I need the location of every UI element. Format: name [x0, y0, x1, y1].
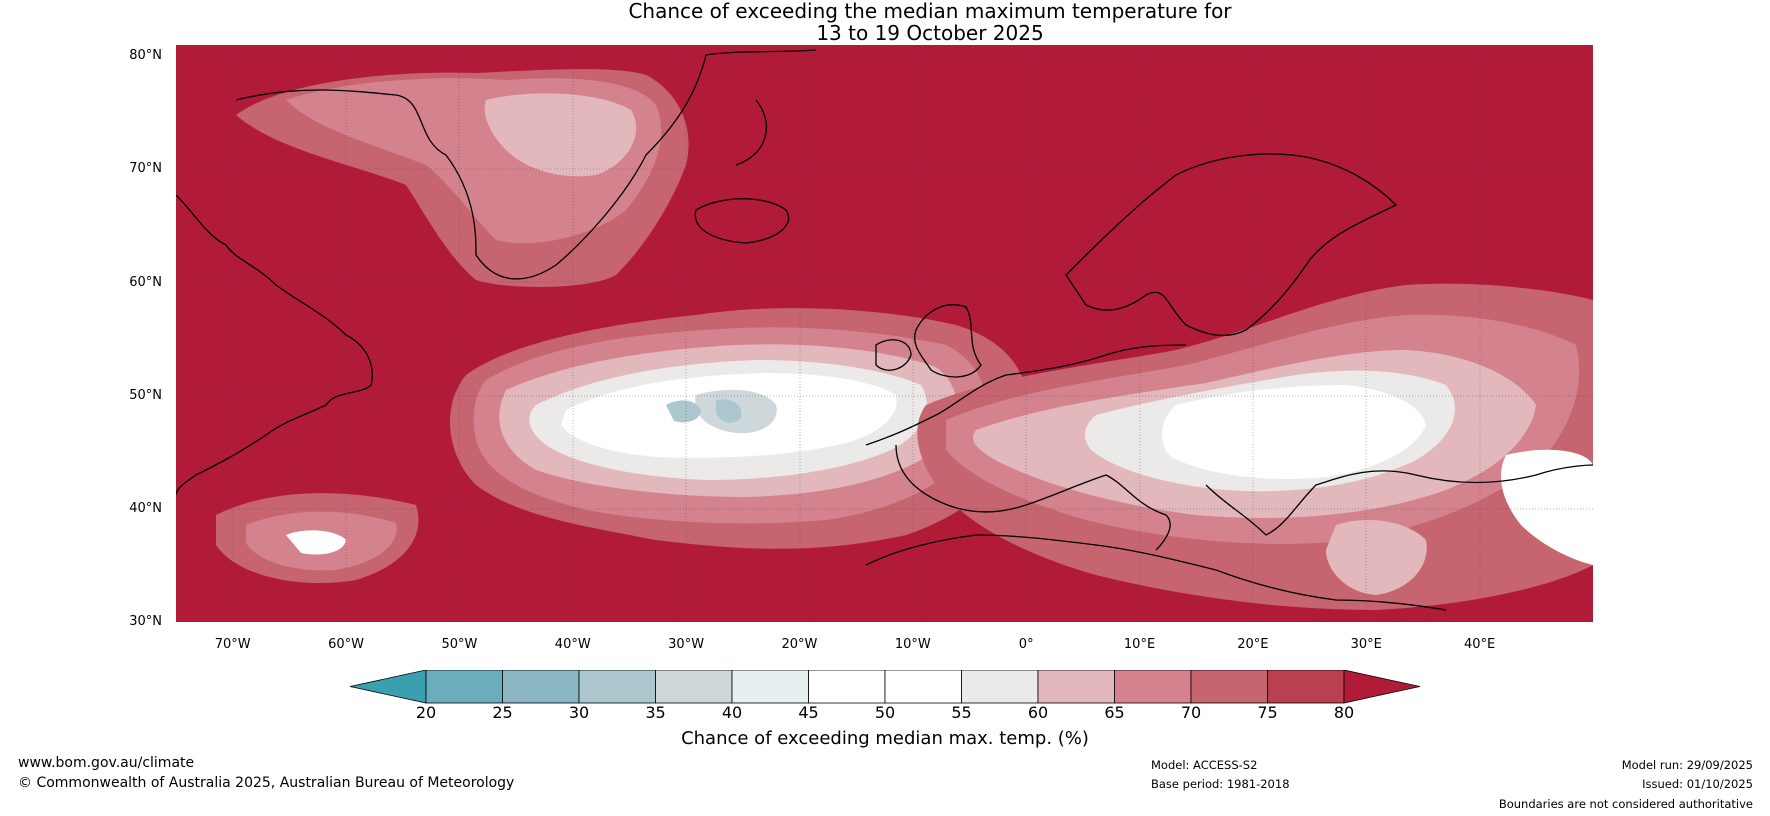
- latitude-label: 70°N: [129, 161, 162, 177]
- coastline-scandinavia: [1065, 153, 1398, 337]
- longitude-label: 30°E: [1350, 637, 1382, 652]
- map-title-line1: Chance of exceeding the median maximum t…: [628, 0, 1232, 23]
- contour-europe-50: [1161, 385, 1426, 479]
- longitude-label: 10°W: [894, 637, 931, 652]
- colorbar-over-triangle: [1343, 670, 1420, 704]
- contour-westatl-50: [286, 530, 346, 555]
- longitude-label: 40°W: [554, 637, 591, 652]
- coastline-north-africa: [865, 534, 1447, 611]
- longitude-label: 70°W: [214, 637, 251, 652]
- colorbar-tick-label: 80: [1333, 703, 1355, 722]
- colorbar-tick-label: 50: [874, 703, 896, 722]
- longitude-label: 20°E: [1237, 637, 1269, 652]
- map-title-line2: 13 to 19 October 2025: [816, 21, 1044, 45]
- coastline-britain: [914, 304, 982, 378]
- footer-copyright: © Commonwealth of Australia 2025, Austra…: [18, 775, 515, 791]
- colorbar-bin: [731, 670, 809, 704]
- colorbar-under-triangle: [350, 670, 427, 704]
- longitude-label: 40°E: [1463, 637, 1496, 652]
- colorbar: [350, 670, 1420, 704]
- colorbar-label: Chance of exceeding median max. temp. (%…: [681, 728, 1089, 749]
- colorbar-tick-label: 25: [492, 703, 513, 722]
- longitude-label: 60°W: [328, 637, 364, 652]
- colorbar-bin: [1267, 670, 1345, 704]
- colorbar-bin: [1190, 670, 1268, 704]
- coastline-iceland: [694, 198, 790, 244]
- colorbar-tick-label: 45: [798, 703, 819, 722]
- footer-website: www.bom.gov.au/climate: [18, 755, 195, 771]
- footer-base-period: Base period: 1981-2018: [1151, 777, 1290, 791]
- graticule: [176, 45, 1593, 622]
- footer-disclaimer: Boundaries are not considered authoritat…: [1498, 797, 1753, 811]
- latitude-label: 60°N: [129, 274, 162, 290]
- latitude-label: 50°N: [129, 387, 162, 403]
- colorbar-tick-label: 65: [1104, 703, 1125, 722]
- colorbar-tick-label: 40: [721, 703, 743, 722]
- latitude-label: 80°N: [129, 48, 162, 64]
- longitude-label: 10°E: [1123, 637, 1156, 652]
- coastline-north-america: [176, 194, 373, 496]
- colorbar-bin: [1114, 670, 1192, 704]
- colorbar-bin: [502, 670, 580, 704]
- contour-caucasus-50: [1501, 449, 1593, 565]
- probability-contours: [216, 69, 1593, 610]
- longitude-label: 0°: [1018, 637, 1034, 652]
- colorbar-bin: [884, 670, 962, 704]
- colorbar-tick-label: 35: [645, 703, 666, 722]
- latitude-label: 40°N: [129, 500, 162, 516]
- longitude-label: 50°W: [441, 637, 478, 652]
- colorbar-tick-label: 70: [1180, 703, 1202, 722]
- colorbar-bin: [961, 670, 1039, 704]
- coastline-ireland: [875, 339, 912, 371]
- forecast-map: [176, 45, 1593, 622]
- colorbar-tick-label: 75: [1257, 703, 1278, 722]
- colorbar-tick-label: 20: [415, 703, 437, 722]
- coastlines: [176, 49, 1593, 611]
- coastline-europe: [865, 344, 1593, 551]
- latitude-label: 30°N: [129, 614, 162, 629]
- colorbar-bin: [1037, 670, 1115, 704]
- colorbar-tick-label: 30: [568, 703, 590, 722]
- colorbar-tick-label: 60: [1027, 703, 1049, 722]
- contour-levant-60: [1326, 520, 1427, 595]
- contour-atlantic-35: [666, 400, 701, 423]
- contour-greenland-60: [484, 93, 637, 177]
- colorbar-bin: [578, 670, 656, 704]
- longitude-label: 20°W: [781, 637, 818, 652]
- footer-model-run: Model run: 29/09/2025: [1621, 758, 1753, 772]
- longitude-label: 30°W: [668, 637, 705, 652]
- contour-atlantic-35b: [716, 399, 742, 423]
- colorbar-bin: [808, 670, 886, 704]
- footer-issued: Issued: 01/10/2025: [1642, 777, 1753, 791]
- footer-model: Model: ACCESS-S2: [1151, 758, 1258, 772]
- coastline-greenland: [235, 49, 817, 280]
- colorbar-bin: [425, 670, 503, 704]
- colorbar-bin: [655, 670, 733, 704]
- colorbar-tick-label: 55: [951, 703, 972, 722]
